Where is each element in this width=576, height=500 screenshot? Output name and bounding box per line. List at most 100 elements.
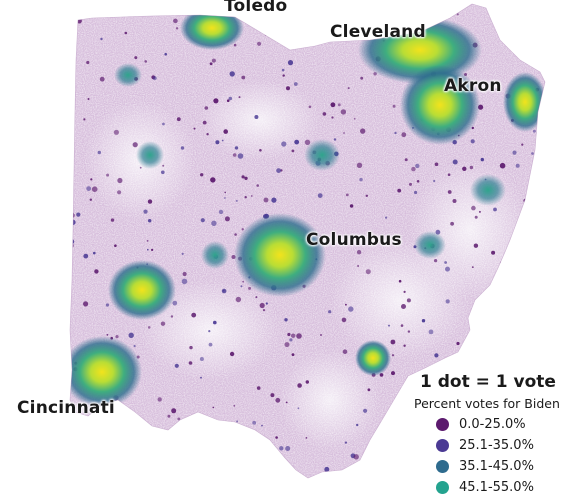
- dot-cluster: [340, 109, 347, 115]
- dot-cluster: [285, 446, 291, 451]
- dot-cluster: [342, 349, 348, 355]
- legend-label: 25.1-35.0%: [459, 437, 534, 453]
- dot-cluster: [434, 259, 438, 263]
- dot-cluster: [395, 237, 400, 242]
- legend-title: 1 dot = 1 vote: [420, 372, 556, 392]
- dot-cluster: [139, 166, 142, 169]
- dot-cluster: [407, 330, 411, 333]
- dot-cluster: [452, 159, 458, 165]
- legend-swatch-3: [436, 480, 449, 494]
- legend-swatch-0: [436, 417, 449, 431]
- dot-cluster: [400, 324, 404, 327]
- ohio-outline: [69, 3, 546, 479]
- dot-cluster: [175, 27, 179, 30]
- dot-cluster: [206, 133, 209, 136]
- dot-cluster: [241, 75, 246, 80]
- dot-cluster: [121, 411, 126, 415]
- dot-cluster: [110, 218, 115, 222]
- dot-cluster: [392, 104, 396, 108]
- dot-cluster: [252, 420, 257, 425]
- dot-cluster: [385, 216, 388, 219]
- dot-cluster: [523, 228, 529, 234]
- city-label-akron: Akron: [444, 76, 502, 96]
- dot-cluster: [234, 146, 239, 150]
- dot-cluster: [514, 261, 520, 268]
- dot-cluster: [119, 469, 126, 475]
- dot-cluster: [291, 149, 295, 153]
- dot-cluster: [421, 319, 426, 323]
- dot-cluster: [221, 288, 227, 294]
- dot-cluster: [236, 433, 240, 438]
- zanesville-area: [414, 231, 446, 259]
- dot-cluster: [89, 198, 93, 201]
- dot-cluster: [343, 132, 345, 134]
- dot-cluster: [247, 458, 250, 461]
- youngstown-metro: [503, 72, 545, 132]
- dot-cluster: [128, 332, 134, 338]
- dot-cluster: [236, 420, 239, 423]
- lima-area: [136, 141, 164, 169]
- dot-cluster: [90, 178, 93, 181]
- dot-cluster: [291, 333, 296, 338]
- map-legend: 1 dot = 1 vote Percent votes for Biden 0…: [414, 372, 574, 495]
- dot-cluster: [386, 452, 388, 454]
- dot-cluster: [275, 436, 278, 439]
- dot-cluster: [180, 146, 185, 150]
- dot-cluster: [231, 470, 236, 475]
- dot-cluster: [248, 286, 252, 290]
- legend-item: 25.1-35.0%: [436, 437, 574, 453]
- dot-cluster: [499, 162, 506, 169]
- dot-cluster: [305, 380, 309, 384]
- dot-cluster: [403, 344, 406, 347]
- dot-cluster: [204, 106, 209, 110]
- dot-cluster: [356, 162, 363, 168]
- dot-cluster: [297, 407, 300, 410]
- dot-cluster: [211, 453, 217, 459]
- dot-cluster: [494, 341, 499, 346]
- dot-cluster: [70, 243, 74, 248]
- dot-cluster: [281, 141, 287, 147]
- dot-cluster: [226, 99, 230, 102]
- legend-swatch-1: [436, 438, 449, 452]
- dot-cluster: [242, 280, 245, 283]
- dot-cluster: [244, 176, 248, 180]
- dot-cluster: [86, 186, 92, 192]
- dot-cluster: [200, 218, 205, 223]
- dot-cluster: [409, 182, 412, 186]
- dot-cluster: [320, 34, 325, 39]
- dot-cluster: [172, 300, 178, 306]
- dot-cluster: [494, 316, 500, 322]
- dot-cluster: [331, 116, 334, 119]
- dot-cluster: [173, 18, 178, 24]
- dot-cluster: [91, 436, 98, 442]
- dot-cluster: [215, 140, 220, 145]
- dot-cluster: [509, 41, 513, 45]
- dot-cluster: [537, 306, 540, 310]
- dot-cluster: [406, 432, 409, 436]
- dot-cluster: [414, 190, 418, 195]
- dot-cluster: [265, 302, 268, 305]
- dot-cluster: [398, 279, 402, 283]
- dot-cluster: [345, 193, 349, 197]
- dot-cluster: [286, 86, 290, 91]
- dot-cluster: [528, 295, 532, 299]
- dot-cluster: [275, 397, 281, 403]
- dot-cluster: [317, 193, 323, 199]
- dot-cluster: [513, 48, 519, 54]
- dot-cluster: [328, 310, 332, 314]
- dot-cluster: [531, 152, 534, 155]
- dot-cluster: [434, 353, 439, 358]
- dot-cluster: [144, 60, 147, 63]
- metro-areas: [70, 6, 545, 408]
- dot-cluster: [91, 186, 98, 192]
- dot-cluster: [105, 303, 109, 307]
- dot-cluster: [106, 173, 110, 177]
- dot-cluster: [356, 250, 362, 255]
- dot-cluster: [284, 342, 290, 348]
- dot-cluster: [106, 464, 111, 469]
- dot-cluster: [360, 76, 364, 80]
- dot-cluster: [406, 298, 411, 303]
- dot-cluster: [212, 406, 215, 409]
- dot-cluster: [512, 29, 518, 35]
- dot-cluster: [233, 404, 236, 407]
